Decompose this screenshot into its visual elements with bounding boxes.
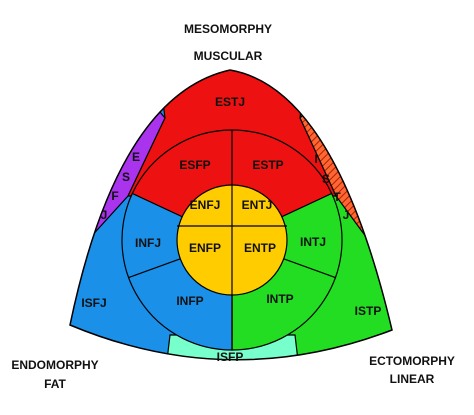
type-label: ISTP — [355, 304, 382, 318]
type-label: INFP — [176, 294, 203, 308]
type-label: ISFJ — [81, 296, 106, 310]
subtitle: MUSCULAR — [194, 49, 263, 63]
corner-label: LINEAR — [390, 372, 435, 386]
type-label: INTJ — [300, 235, 326, 249]
type-label: ENTJ — [242, 198, 273, 212]
type-label: ESTP — [252, 158, 283, 172]
strip-letter: I — [314, 152, 317, 166]
type-label: ESTJ — [215, 95, 245, 109]
strip-letter: J — [101, 208, 108, 222]
corner-label: ECTOMORPHY — [369, 354, 455, 368]
type-label: INFJ — [135, 236, 161, 250]
strip-letter: T — [333, 190, 341, 204]
type-label: ISFP — [217, 350, 244, 364]
corner-label: FAT — [44, 377, 66, 391]
ring-dividers — [128, 130, 336, 350]
type-label: ESFP — [179, 158, 210, 172]
strip-letter: S — [322, 172, 330, 186]
type-label: ENFP — [189, 241, 221, 255]
type-label: ENFJ — [190, 198, 221, 212]
strip-letter: F — [111, 189, 118, 203]
corner-label: ENDOMORPHY — [11, 358, 98, 372]
type-label: INTP — [266, 292, 293, 306]
type-label: ENTP — [244, 241, 276, 255]
strip-letter: S — [122, 170, 130, 184]
title: MESOMORPHY — [184, 22, 272, 36]
outer-border — [69, 69, 393, 361]
strip-letter: E — [132, 150, 140, 164]
core-dividers — [177, 185, 287, 295]
strip-letter: J — [343, 208, 350, 222]
